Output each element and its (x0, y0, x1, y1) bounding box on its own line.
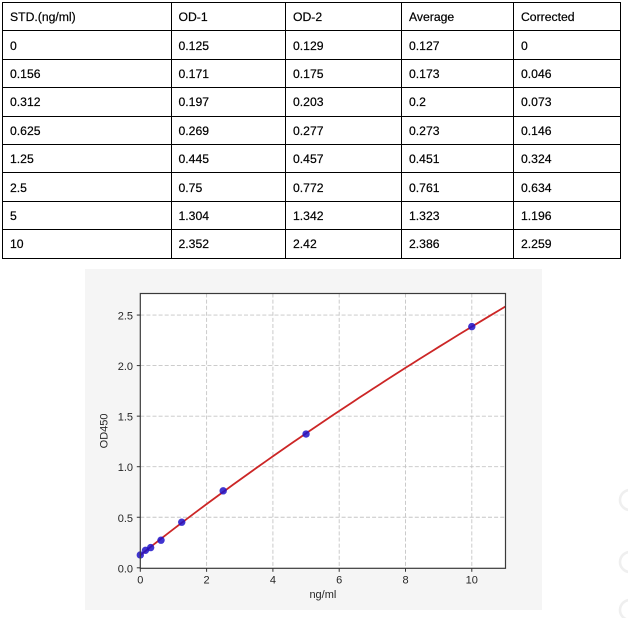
svg-text:1.0: 1.0 (118, 462, 133, 474)
svg-text:ng/ml: ng/ml (309, 589, 336, 601)
svg-text:2: 2 (204, 574, 210, 586)
svg-text:0: 0 (137, 574, 143, 586)
svg-text:0.0: 0.0 (118, 563, 133, 575)
svg-text:10: 10 (466, 574, 478, 586)
svg-text:OD450: OD450 (99, 413, 111, 448)
svg-text:2.5: 2.5 (118, 311, 133, 323)
svg-text:8: 8 (402, 574, 408, 586)
svg-text:1.5: 1.5 (118, 412, 133, 424)
svg-text:6: 6 (336, 574, 342, 586)
svg-text:2.0: 2.0 (118, 361, 133, 373)
svg-text:0.5: 0.5 (118, 513, 133, 525)
svg-text:4: 4 (270, 574, 276, 586)
